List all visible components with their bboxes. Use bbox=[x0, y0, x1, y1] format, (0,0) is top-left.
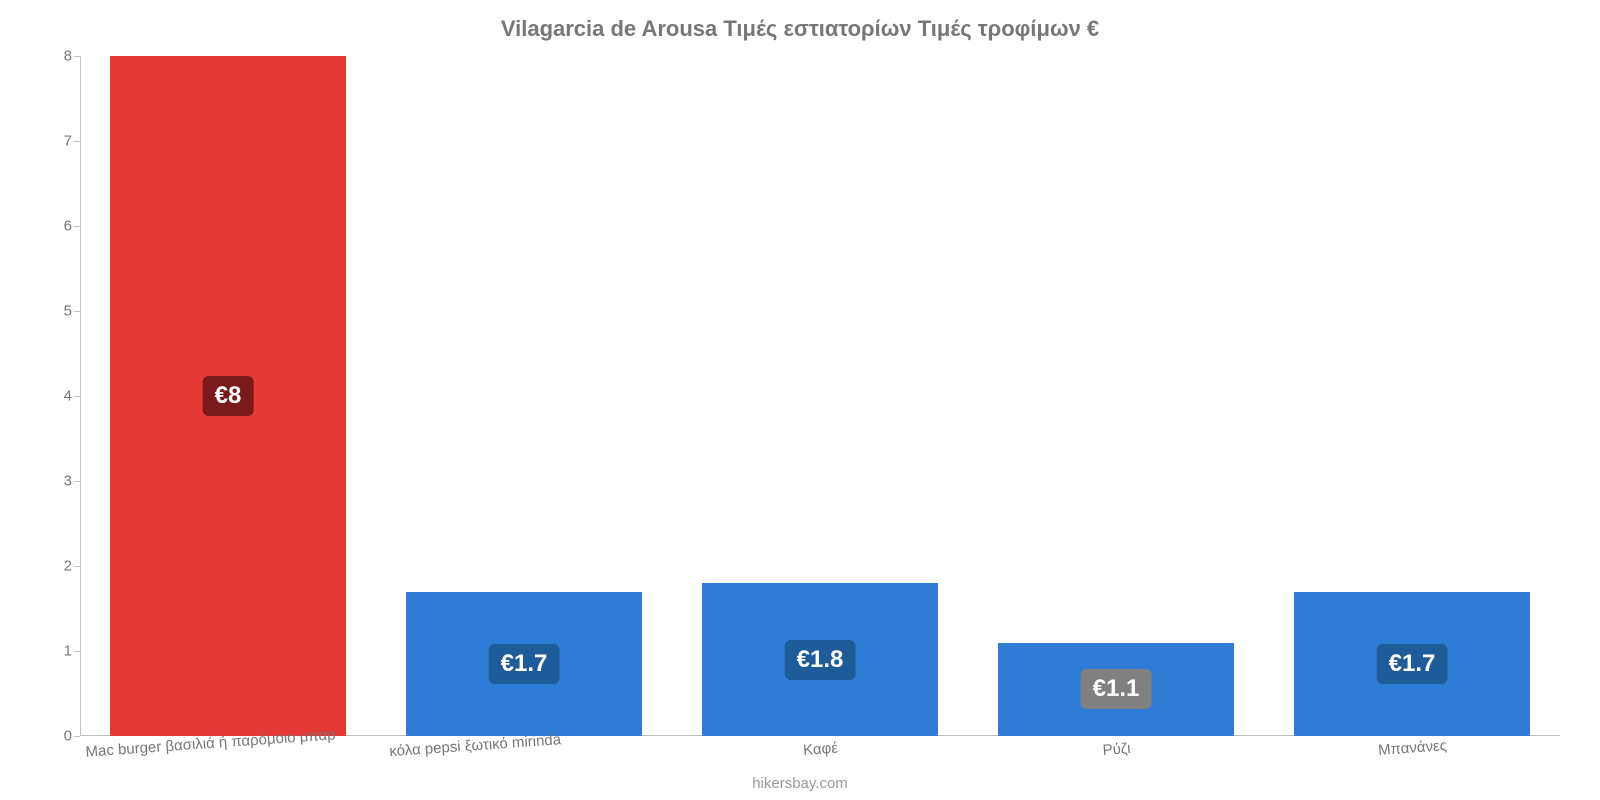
bars-layer: €8 €1.7 €1.8 €1.1 €1.7 bbox=[80, 56, 1560, 736]
value-label: €1.8 bbox=[785, 640, 856, 680]
y-tick-label: 2 bbox=[42, 558, 72, 575]
value-label: €8 bbox=[203, 376, 254, 416]
x-tick-label: Καφέ bbox=[803, 740, 839, 759]
y-tick-mark bbox=[74, 566, 80, 567]
y-tick-mark bbox=[74, 311, 80, 312]
y-tick-label: 8 bbox=[42, 48, 72, 65]
y-tick-label: 6 bbox=[42, 218, 72, 235]
chart-container: Vilagarcia de Arousa Τιμές εστιατορίων Τ… bbox=[0, 0, 1600, 800]
x-tick-label: Μπανάνες bbox=[1378, 737, 1448, 759]
y-tick-mark bbox=[74, 736, 80, 737]
y-tick-label: 5 bbox=[42, 303, 72, 320]
y-tick-label: 1 bbox=[42, 643, 72, 660]
y-tick-label: 4 bbox=[42, 388, 72, 405]
footer-credit: hikersbay.com bbox=[0, 775, 1600, 792]
value-label: €1.7 bbox=[1377, 644, 1448, 684]
y-tick-mark bbox=[74, 226, 80, 227]
y-tick-mark bbox=[74, 481, 80, 482]
y-tick-label: 7 bbox=[42, 133, 72, 150]
y-tick-mark bbox=[74, 396, 80, 397]
value-label: €1.1 bbox=[1081, 669, 1152, 709]
y-tick-mark bbox=[74, 56, 80, 57]
x-tick-label: Ρύζι bbox=[1102, 740, 1131, 759]
y-tick-mark bbox=[74, 141, 80, 142]
y-tick-label: 3 bbox=[42, 473, 72, 490]
value-label: €1.7 bbox=[489, 644, 560, 684]
plot-area: €8€1.7€1.8€1.1€1.7 012345678Mac burger β… bbox=[80, 56, 1560, 736]
y-tick-mark bbox=[74, 651, 80, 652]
chart-title: Vilagarcia de Arousa Τιμές εστιατορίων Τ… bbox=[0, 0, 1600, 42]
y-tick-label: 0 bbox=[42, 728, 72, 745]
